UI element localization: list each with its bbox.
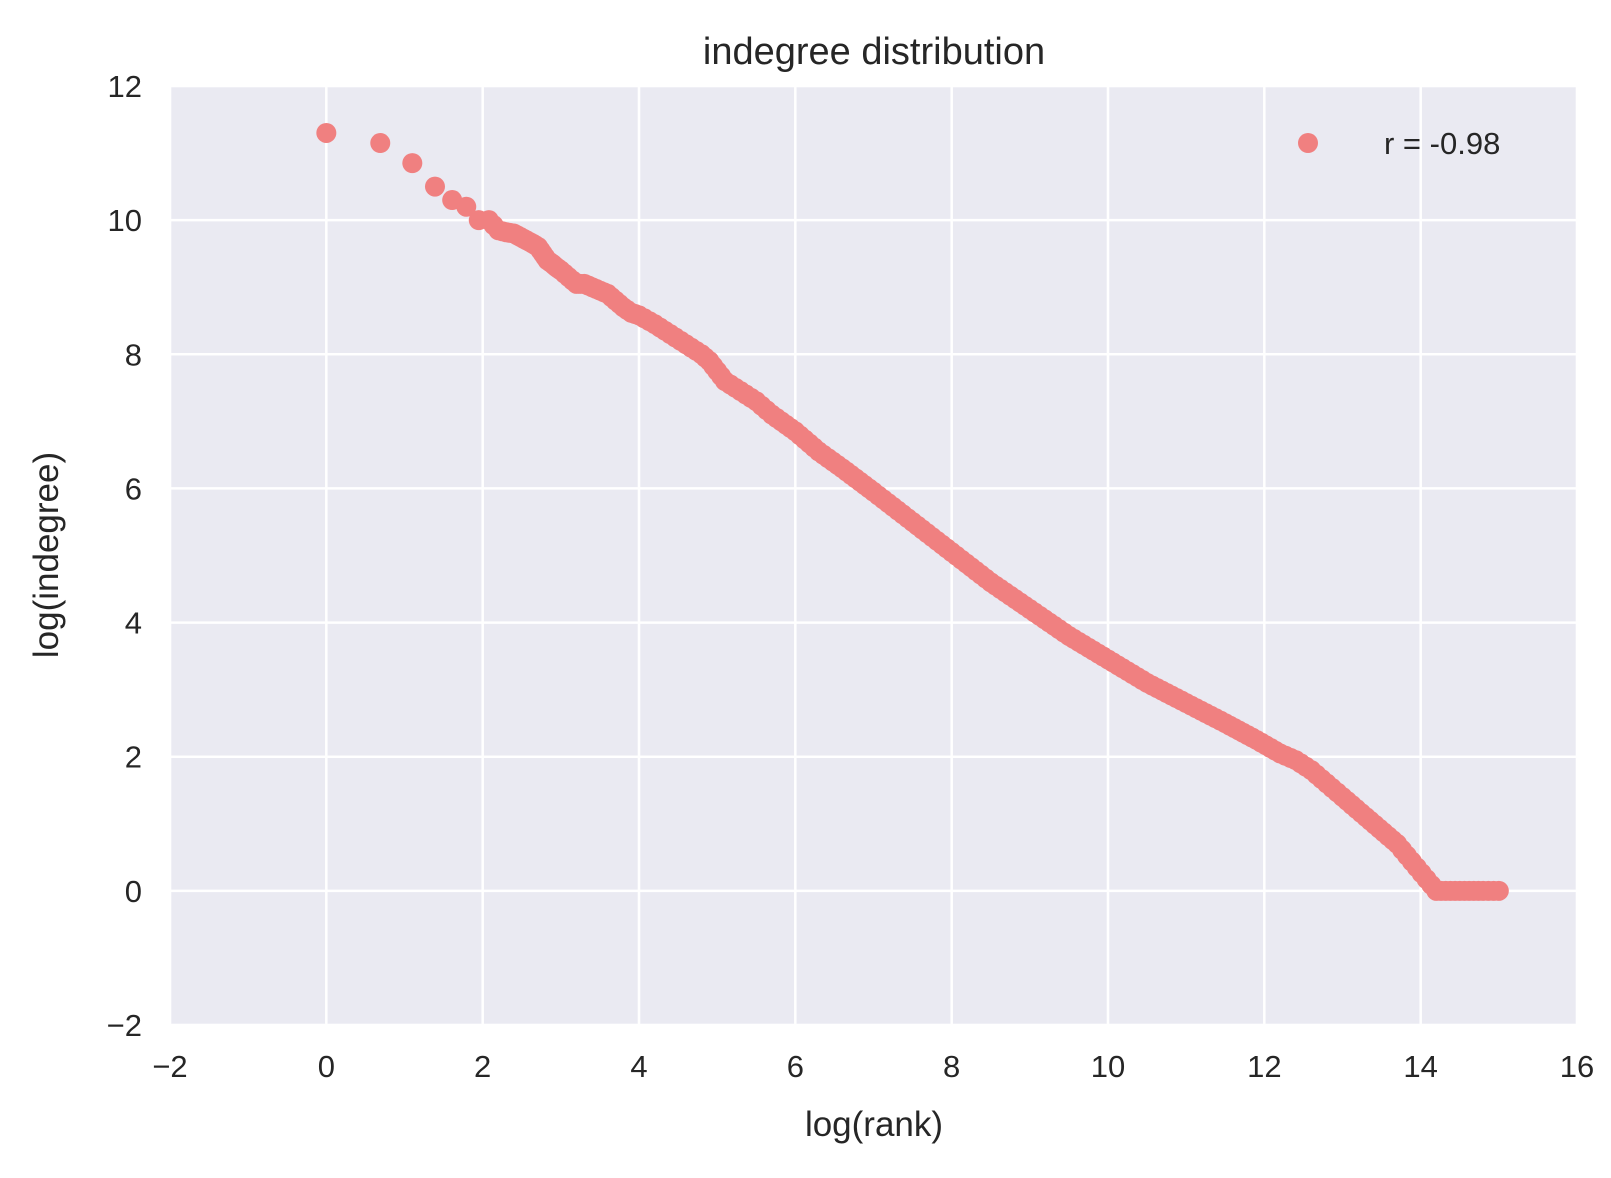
y-tick-label: 8 — [125, 337, 142, 372]
x-tick-label: 12 — [1247, 1049, 1281, 1084]
y-tick-label: 6 — [125, 471, 142, 506]
data-point — [370, 133, 390, 153]
x-tick-label: 8 — [943, 1049, 960, 1084]
data-point — [402, 153, 422, 173]
x-tick-label: 16 — [1560, 1049, 1594, 1084]
x-axis-title: log(rank) — [805, 1105, 943, 1144]
y-axis-title: log(indegree) — [27, 452, 66, 658]
x-tick-label: −2 — [152, 1049, 187, 1084]
y-tick-label: 0 — [125, 874, 142, 909]
x-tick-label: 14 — [1403, 1049, 1437, 1084]
chart-title: indegree distribution — [703, 31, 1045, 73]
data-point — [1484, 881, 1504, 901]
y-axis-ticks: −2 0 2 4 6 8 10 12 — [107, 69, 142, 1043]
data-point — [425, 177, 445, 197]
x-tick-label: 2 — [474, 1049, 491, 1084]
x-tick-label: 4 — [630, 1049, 647, 1084]
x-tick-label: 0 — [318, 1049, 335, 1084]
y-tick-label: 12 — [108, 69, 142, 104]
legend-marker — [1298, 133, 1318, 153]
x-tick-label: 10 — [1091, 1049, 1125, 1084]
data-point — [316, 123, 336, 143]
y-tick-label: 10 — [108, 203, 142, 238]
legend-label: r = -0.98 — [1384, 126, 1500, 161]
y-tick-label: 2 — [125, 740, 142, 775]
x-tick-label: 6 — [787, 1049, 804, 1084]
x-axis-ticks: −2 0 2 4 6 8 10 12 14 16 — [152, 1049, 1594, 1084]
plot-area — [170, 86, 1577, 1025]
y-tick-label: −2 — [107, 1008, 142, 1043]
y-tick-label: 4 — [125, 606, 142, 641]
